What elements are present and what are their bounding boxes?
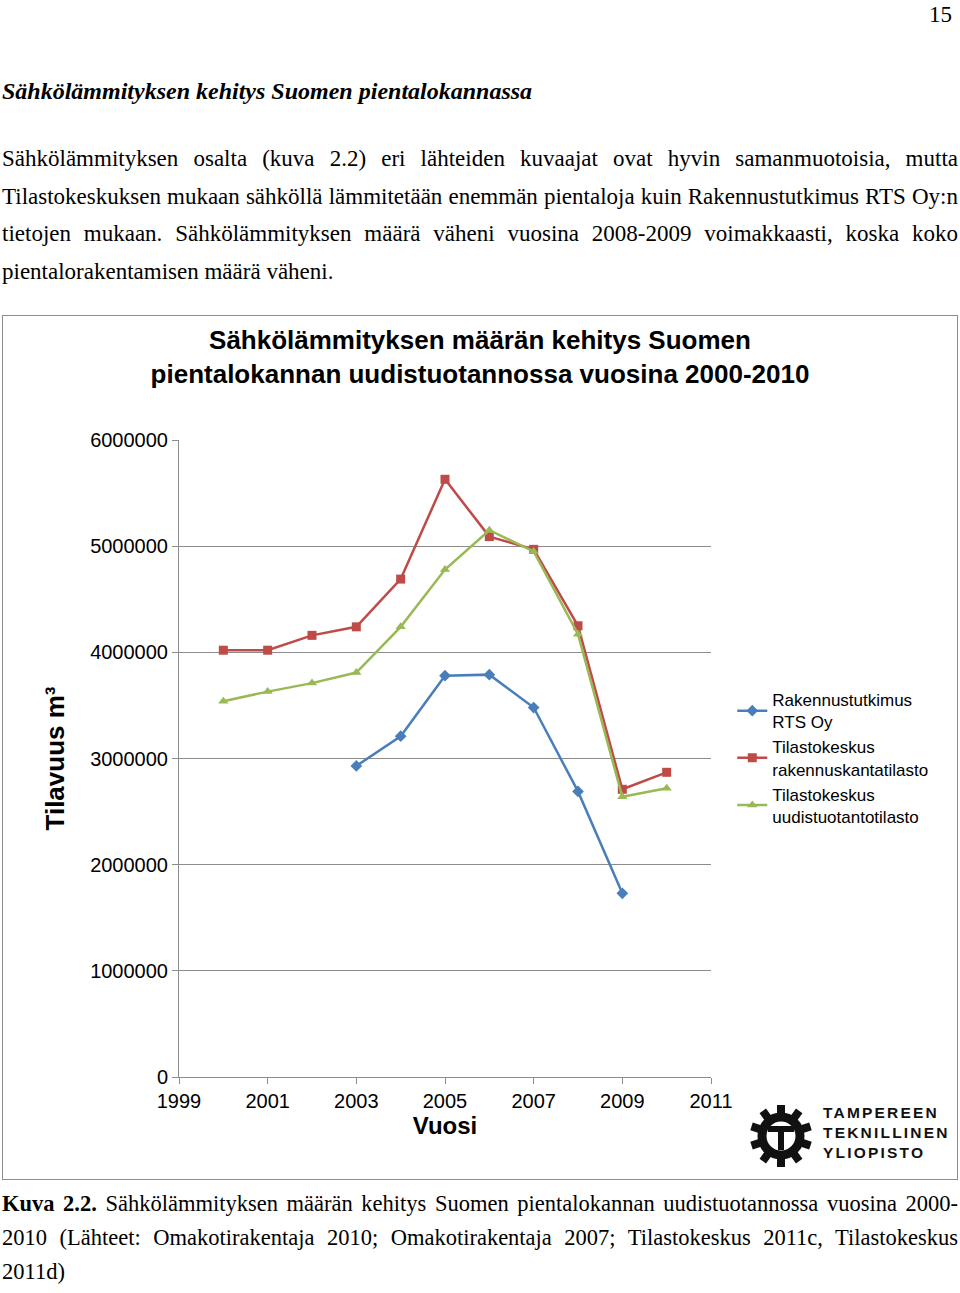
svg-text:2001: 2001 — [245, 1090, 290, 1112]
svg-text:RakennustutkimusRTS Oy: RakennustutkimusRTS Oy — [772, 691, 912, 732]
svg-text:2011: 2011 — [689, 1090, 732, 1112]
html-text:Sähkölämmityksen osalta (kuva: Sähkölämmityksen osalta (kuva 2.2) eri l… — [2, 146, 958, 284]
svg-text:0: 0 — [157, 1066, 168, 1088]
svg-text:1000000: 1000000 — [90, 960, 168, 982]
svg-text:4000000: 4000000 — [90, 641, 168, 663]
html-text:YLIOPISTO: YLIOPISTO — [823, 1144, 926, 1161]
svg-text:2005: 2005 — [423, 1090, 468, 1112]
html-text:TEKNILLINEN: TEKNILLINEN — [823, 1124, 950, 1141]
svg-text:Tilastokeskusrakennuskantatila: Tilastokeskusrakennuskantatilasto — [772, 738, 928, 779]
svg-text:1999: 1999 — [157, 1090, 202, 1112]
svg-text:2003: 2003 — [334, 1090, 379, 1112]
html-text:TAMPEREEN: TAMPEREEN — [823, 1104, 939, 1121]
svg-text:Vuosi: Vuosi — [413, 1112, 477, 1139]
svg-text:3000000: 3000000 — [90, 748, 168, 770]
html-text:Sähkölämmityksen kehitys Suome: Sähkölämmityksen kehitys Suomen pientalo… — [2, 78, 533, 104]
svg-text:2000000: 2000000 — [90, 854, 168, 876]
svg-text:5000000: 5000000 — [90, 535, 168, 557]
svg-text:2009: 2009 — [600, 1090, 645, 1112]
html-text:15: 15 — [929, 2, 952, 27]
svg-text:Tilavuus m³: Tilavuus m³ — [40, 686, 70, 830]
html-text:Kuva 2.2. Sähkölämmityksen mää: Kuva 2.2. Sähkölämmityksen määrän kehity… — [2, 1191, 958, 1284]
svg-text:Tilastokeskusuudistuotantotila: Tilastokeskusuudistuotantotilasto — [772, 786, 919, 827]
svg-text:2007: 2007 — [511, 1090, 556, 1112]
svg-text:6000000: 6000000 — [90, 429, 168, 451]
svg-text:Sähkölämmityksen määrän kehity: Sähkölämmityksen määrän kehitys Suomenpi… — [151, 325, 810, 389]
